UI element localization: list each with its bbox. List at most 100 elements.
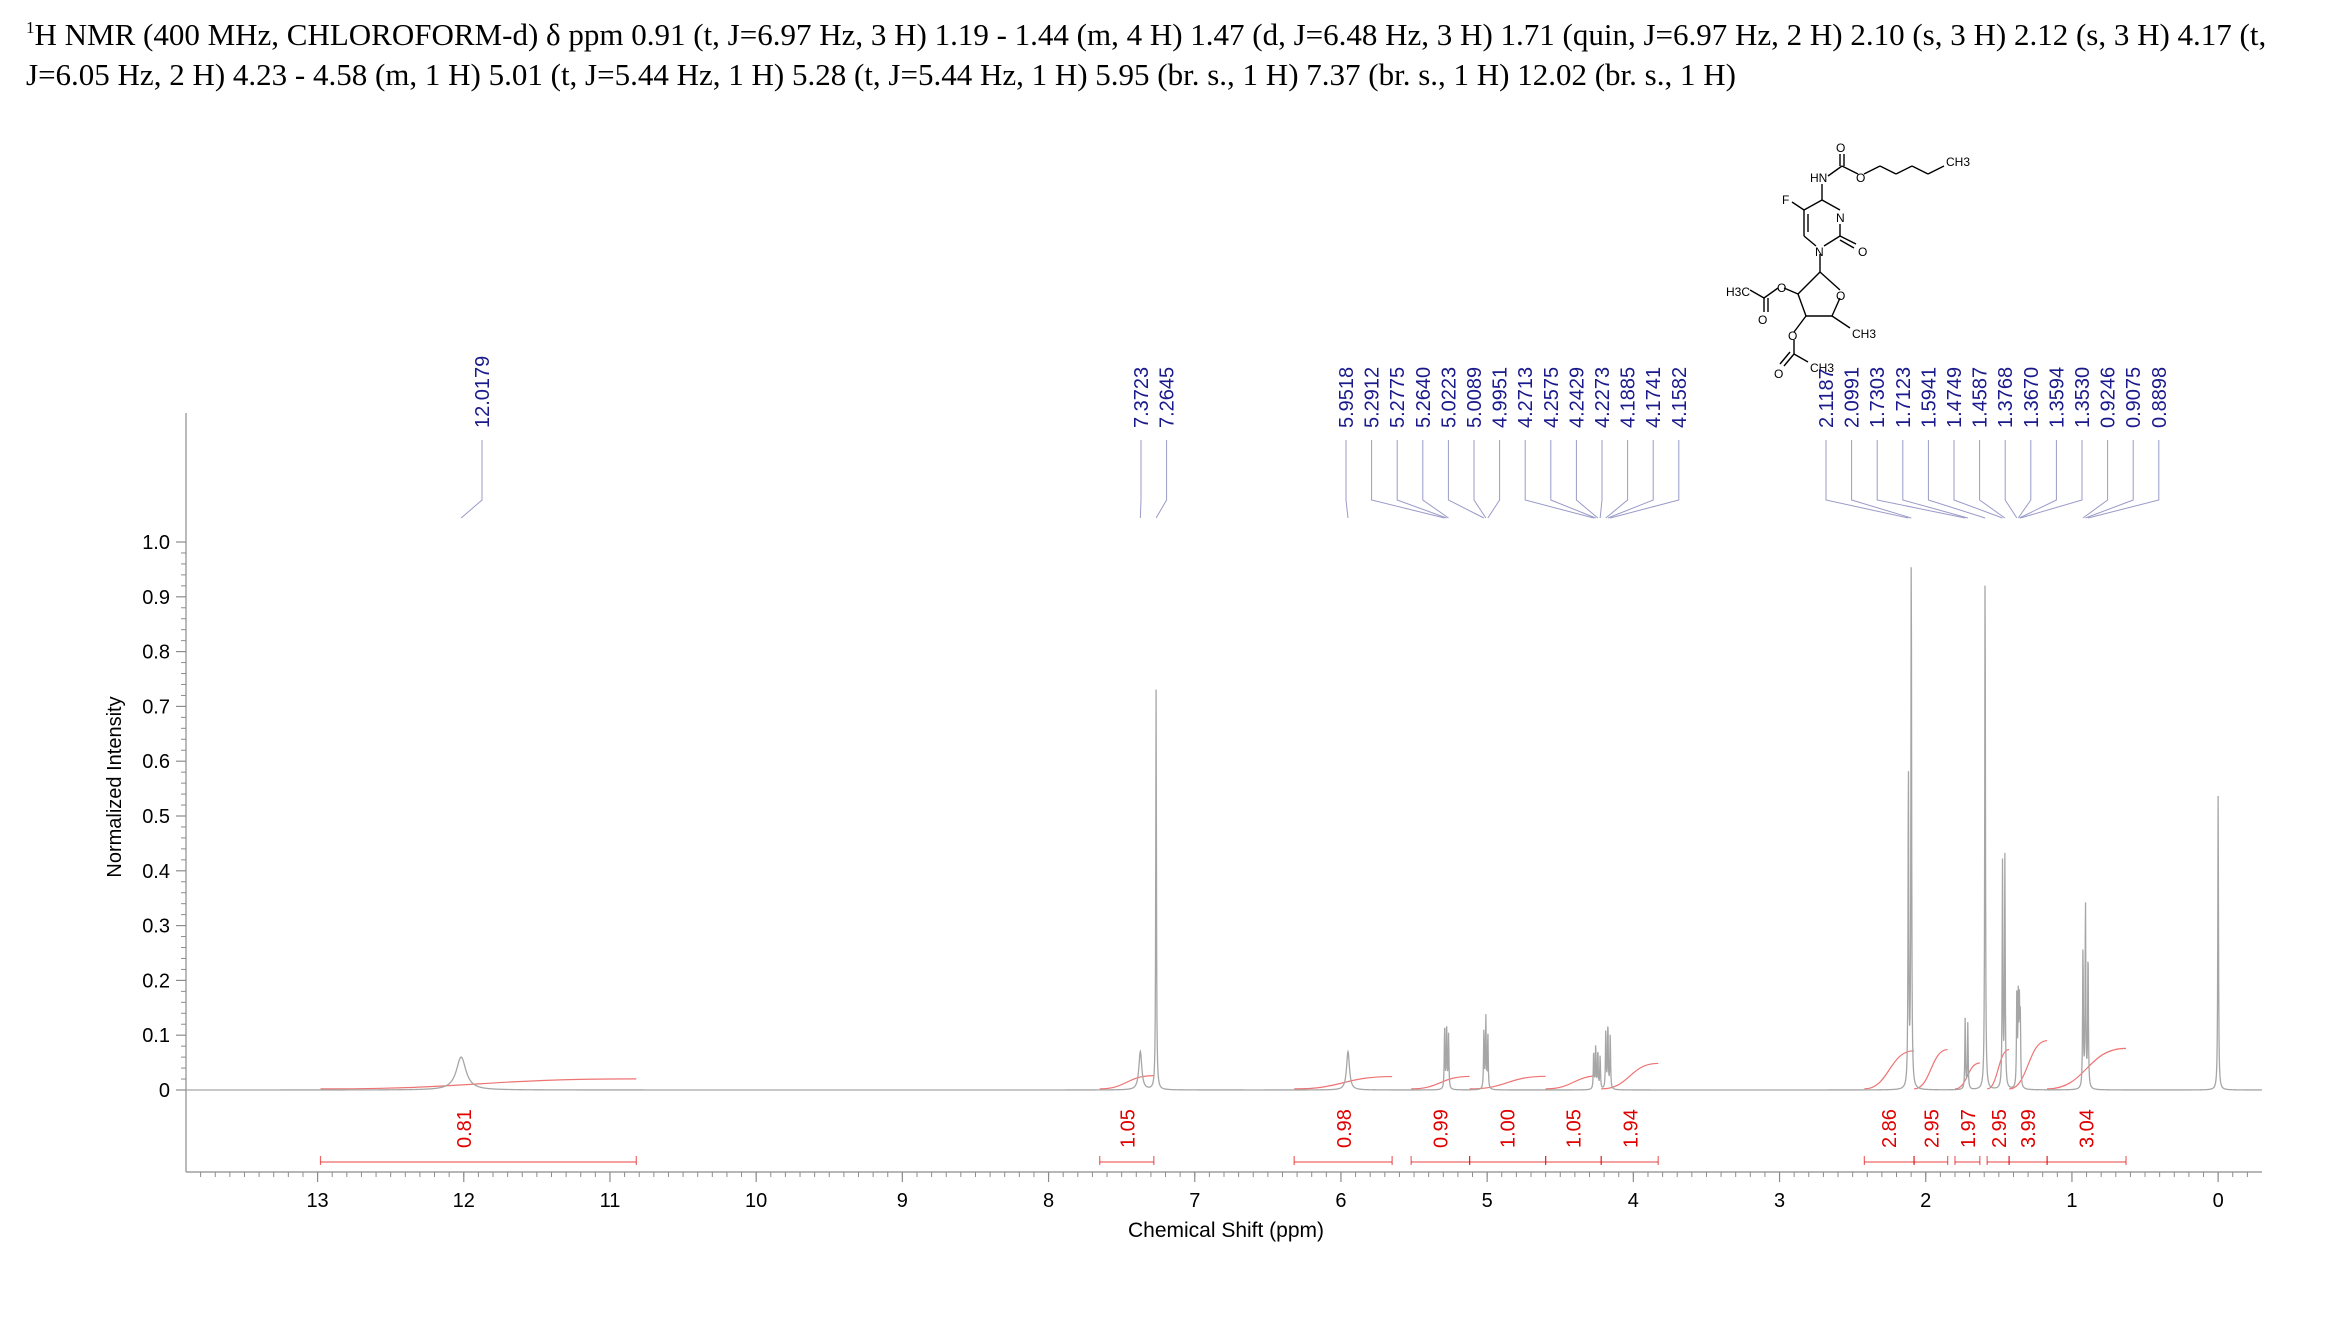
y-tick-label: 0.5	[142, 806, 170, 828]
x-tick-label: 1	[2066, 1190, 2077, 1212]
x-tick-label: 5	[1482, 1190, 1493, 1212]
integral-curve	[2008, 1040, 2048, 1090]
integral-curve	[320, 1078, 637, 1090]
integral-value: 1.05	[1118, 1109, 1140, 1148]
integral-value: 2.95	[1989, 1109, 2011, 1148]
integral-value: 1.00	[1498, 1109, 1520, 1148]
peak-label: 2.1187	[1816, 368, 1838, 428]
peak-label: 1.4749	[1944, 367, 1966, 428]
y-tick-label: 0.2	[142, 970, 170, 992]
peak-label-connector	[1139, 440, 1142, 519]
peak-label-connector	[2085, 440, 2134, 519]
x-tick-label: 9	[897, 1190, 908, 1212]
x-tick-label: 0	[2213, 1190, 2224, 1212]
integral-value: 3.04	[2077, 1109, 2099, 1148]
atom-label: O	[1777, 281, 1786, 295]
peak-label-connector	[1851, 440, 1912, 519]
peak-label-connector	[1447, 440, 1485, 519]
atom-label: O	[1774, 367, 1783, 381]
integral-value: 3.99	[2018, 1109, 2040, 1148]
peak-label-connector	[1422, 440, 1449, 519]
peak-label: 7.2645	[1157, 367, 1179, 428]
peak-label: 5.0223	[1438, 367, 1460, 428]
integral-value: 1.05	[1563, 1109, 1585, 1148]
peak-label: 1.7123	[1893, 367, 1915, 428]
peak-label-connector	[1396, 440, 1447, 519]
integral-curve	[1411, 1075, 1470, 1090]
peak-label: 5.0089	[1464, 367, 1486, 428]
peak-label: 4.2429	[1566, 367, 1588, 428]
integral-value: 0.81	[454, 1109, 476, 1148]
peak-label-connector	[2082, 440, 2109, 519]
atom-label: O	[1836, 141, 1845, 155]
peak-label: 0.9246	[2098, 367, 2120, 428]
x-tick-label: 13	[306, 1190, 328, 1212]
peak-label-connector	[1473, 440, 1487, 519]
chart-axes: 00.10.20.30.40.50.60.70.80.91.013 12 11 10 9…	[142, 413, 2262, 1212]
peak-label-connector	[2004, 440, 2018, 519]
peak-label: 1.7303	[1867, 367, 1889, 428]
x-tick-label: 3	[1774, 1190, 1785, 1212]
nmr-description: 1H NMR (400 MHz, CHLOROFORM-d) δ ppm 0.9…	[26, 8, 2276, 95]
atom-label: O	[1858, 245, 1867, 259]
integral-curve	[1986, 1048, 2010, 1090]
peak-label: 4.2713	[1515, 367, 1537, 428]
peak-labels: 12.0179 7.3723 7.2645 5.9518 5.2912 5.2775 5.2…	[460, 356, 2171, 519]
x-tick-label: 2	[1920, 1190, 1931, 1212]
peak-label-connector	[1979, 440, 2006, 519]
peak-label: 7.3723	[1131, 367, 1153, 428]
atom-label: O	[1856, 171, 1865, 185]
peak-label: 5.2912	[1362, 367, 1384, 428]
peak-label: 5.2640	[1413, 367, 1435, 428]
peak-label: 5.2775	[1387, 367, 1409, 428]
peak-label: 4.9951	[1490, 367, 1512, 428]
x-tick-label: 8	[1043, 1190, 1054, 1212]
y-tick-label: 1.0	[142, 532, 170, 554]
x-tick-label: 12	[453, 1190, 475, 1212]
atom-label: O	[1758, 313, 1767, 327]
peak-label: 4.1741	[1643, 367, 1665, 428]
atom-label: H3C	[1726, 285, 1750, 299]
peak-label-connector	[1953, 440, 2003, 519]
peak-label: 1.4587	[1970, 367, 1992, 428]
peak-label-connector	[1876, 440, 1966, 519]
peak-label-connector	[1345, 440, 1349, 519]
x-tick-label: 4	[1628, 1190, 1639, 1212]
x-tick-label: 6	[1335, 1190, 1346, 1212]
x-tick-label: 10	[745, 1190, 767, 1212]
peak-label: 1.5941	[1918, 367, 1940, 428]
atom-label: CH3	[1852, 327, 1876, 341]
atom-label: CH3	[1946, 155, 1970, 169]
integral-value: 2.86	[1879, 1109, 1901, 1148]
spectrum-trace	[186, 567, 2262, 1091]
peak-label-connector	[1155, 440, 1168, 519]
y-tick-label: 0.4	[142, 861, 170, 883]
x-axis-label: Chemical Shift (ppm)	[1128, 1219, 1324, 1242]
x-tick-label: 7	[1189, 1190, 1200, 1212]
peak-label: 1.3768	[1995, 367, 2017, 428]
peak-label: 5.9518	[1336, 367, 1358, 428]
integral-curve	[2047, 1047, 2127, 1090]
peak-label-connector	[2019, 440, 2057, 519]
peak-label-connector	[1825, 440, 1909, 519]
peak-label-connector	[1524, 440, 1594, 519]
atom-label: N	[1815, 245, 1824, 259]
spectrum-line	[186, 567, 2262, 1091]
atom-label: HN	[1810, 171, 1827, 185]
integral-value: 0.98	[1334, 1109, 1356, 1148]
peak-label-connector	[2017, 440, 2032, 519]
peak-label: 12.0179	[472, 356, 494, 428]
integral-value: 2.95	[1922, 1109, 1944, 1148]
molecule-structure: O HN O CH3 F N N O O O H3C O CH3 O CH3 O	[1726, 141, 1970, 381]
peak-label-connector	[1605, 440, 1629, 519]
integral-curve	[1954, 1062, 1980, 1090]
atom-label: F	[1782, 193, 1789, 207]
peak-label-connector	[1610, 440, 1680, 519]
integral-value: 0.99	[1430, 1109, 1452, 1148]
y-tick-label: 0.6	[142, 751, 170, 773]
y-tick-label: 0.3	[142, 916, 170, 938]
peak-label: 4.2575	[1541, 367, 1563, 428]
peak-label: 4.1582	[1669, 367, 1691, 428]
atom-label: O	[1836, 289, 1845, 303]
